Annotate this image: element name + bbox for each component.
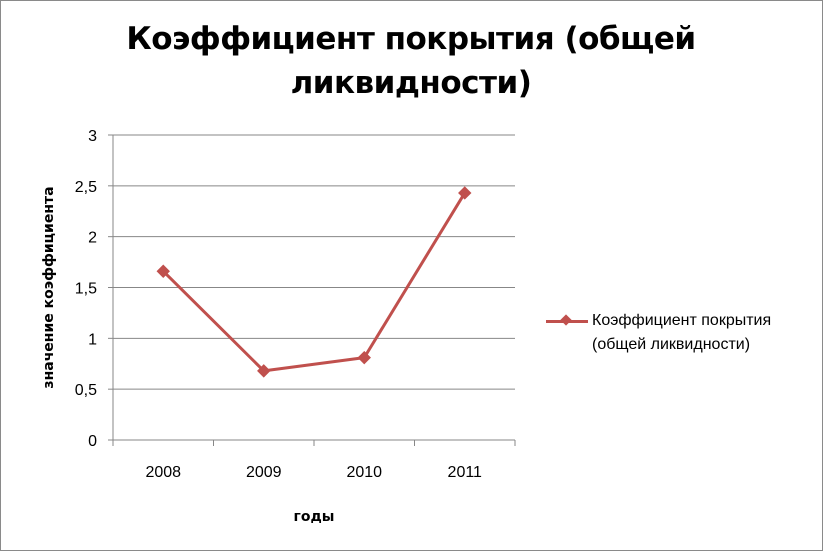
series-group [156, 186, 472, 378]
axes [108, 134, 516, 446]
gridlines [113, 134, 515, 390]
legend-entry-label: Коэффициент покрытия (общей ликвидности) [592, 312, 772, 353]
data-point-marker [357, 350, 371, 365]
y-tick-label: 2,5 [75, 179, 97, 196]
y-tick-label: 1 [88, 331, 97, 348]
y-axis-title: значение коэффициента [41, 186, 57, 388]
series-line [162, 192, 467, 373]
axis-labels: 0 0,5 1 1,5 2 2,5 3 2008 2009 2010 2011 годы значени… [41, 128, 482, 525]
data-point-marker [257, 364, 271, 378]
x-axis-title: годы [294, 509, 335, 525]
x-tick-label: 2011 [448, 464, 483, 481]
y-tick-label: 2 [88, 230, 97, 247]
y-tick-label: 3 [88, 128, 97, 145]
y-tick-label: 1,5 [75, 281, 97, 298]
x-tick-label: 2008 [145, 464, 181, 481]
x-tick-label: 2009 [246, 464, 282, 481]
data-point-marker [458, 186, 472, 200]
data-point-marker [156, 264, 170, 278]
y-tick-label: 0 [88, 433, 97, 450]
y-tick-label: 0,5 [75, 382, 97, 399]
chart-title: Коэффициент покрытия (общей ликвидности) [126, 21, 696, 101]
x-tick-label: 2010 [346, 464, 382, 481]
